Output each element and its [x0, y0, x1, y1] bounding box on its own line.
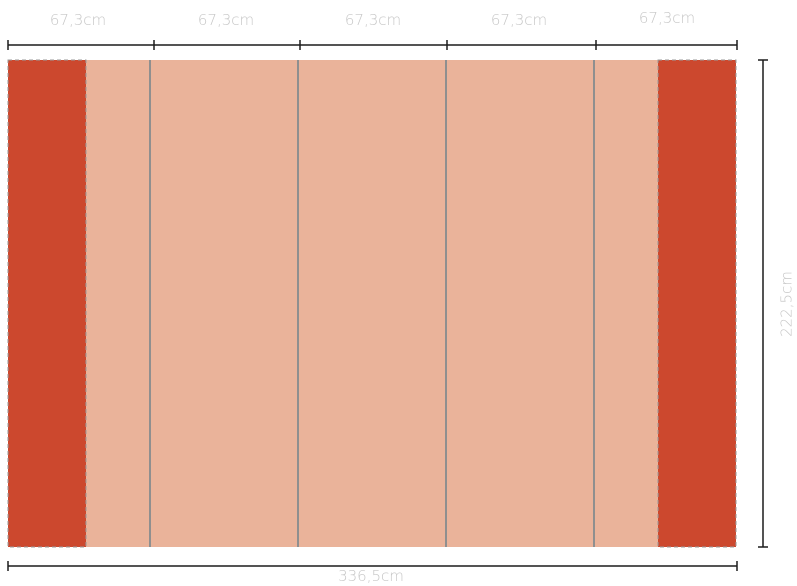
right-bleed-zone: [657, 59, 737, 548]
left-bleed-zone: [7, 59, 87, 548]
panel-4-width-label: 67,3cm: [491, 11, 547, 29]
total-height-label: 222,5cm: [778, 271, 796, 337]
panel-2-width-label: 67,3cm: [198, 11, 254, 29]
panel-1-width-label: 67,3cm: [50, 11, 106, 29]
panel-3-width-label: 67,3cm: [345, 11, 401, 29]
total-width-label: 336,5cm: [338, 567, 404, 585]
panel-5-width-label: 67,3cm: [639, 9, 695, 27]
wall-area: [8, 60, 736, 547]
